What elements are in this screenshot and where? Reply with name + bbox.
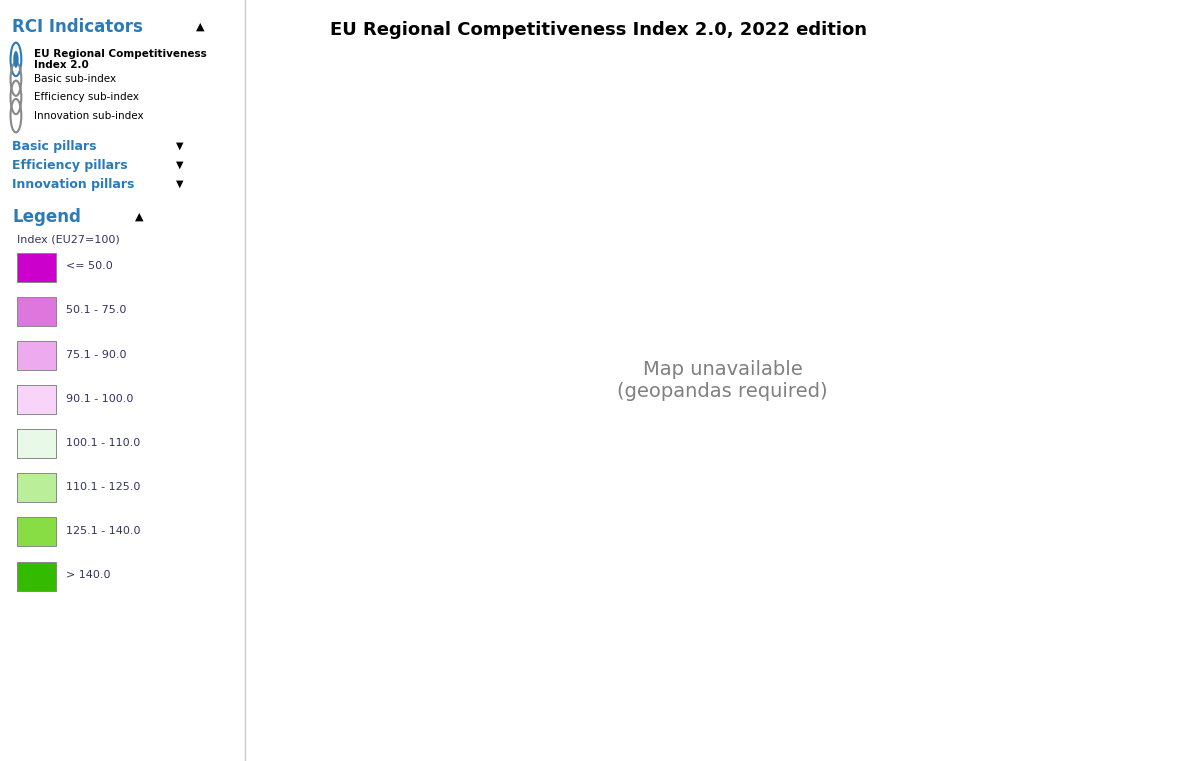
Circle shape (13, 51, 19, 68)
Text: −: − (251, 61, 265, 79)
FancyBboxPatch shape (17, 297, 56, 326)
Text: Basic sub-index: Basic sub-index (35, 74, 116, 84)
Text: 100.1 - 110.0: 100.1 - 110.0 (66, 438, 140, 448)
Text: 110.1 - 125.0: 110.1 - 125.0 (66, 482, 140, 492)
Text: 50.1 - 75.0: 50.1 - 75.0 (66, 305, 126, 316)
Text: Map unavailable
(geopandas required): Map unavailable (geopandas required) (617, 360, 828, 401)
Text: ▼: ▼ (176, 160, 184, 170)
FancyBboxPatch shape (17, 517, 56, 546)
Text: EU Regional Competitiveness Index 2.0, 2022 edition: EU Regional Competitiveness Index 2.0, 2… (330, 21, 868, 39)
FancyBboxPatch shape (17, 253, 56, 282)
Text: Efficiency sub-index: Efficiency sub-index (35, 92, 139, 103)
Text: ▲: ▲ (196, 21, 204, 32)
Text: ▼: ▼ (176, 179, 184, 189)
FancyBboxPatch shape (17, 562, 56, 591)
FancyBboxPatch shape (17, 473, 56, 502)
Text: Basic pillars: Basic pillars (12, 139, 97, 153)
Text: Innovation sub-index: Innovation sub-index (35, 110, 144, 121)
Text: <= 50.0: <= 50.0 (66, 261, 113, 272)
Text: EU Regional Competitiveness
Index 2.0: EU Regional Competitiveness Index 2.0 (35, 49, 208, 70)
FancyBboxPatch shape (17, 385, 56, 414)
Text: Index (EU27=100): Index (EU27=100) (17, 234, 120, 245)
Text: ⌂: ⌂ (252, 100, 264, 118)
Text: ⚲: ⚲ (252, 139, 264, 157)
Text: i: i (1184, 106, 1189, 119)
FancyBboxPatch shape (17, 429, 56, 458)
Text: > 140.0: > 140.0 (66, 570, 110, 581)
Text: Legend: Legend (12, 208, 82, 226)
Text: !: ! (1184, 147, 1189, 161)
Text: ▼: ▼ (176, 141, 184, 151)
Text: 90.1 - 100.0: 90.1 - 100.0 (66, 393, 133, 404)
Text: Efficiency pillars: Efficiency pillars (12, 158, 128, 172)
Text: 75.1 - 90.0: 75.1 - 90.0 (66, 349, 127, 360)
Text: 125.1 - 140.0: 125.1 - 140.0 (66, 526, 140, 537)
FancyBboxPatch shape (17, 341, 56, 370)
Text: RCI Indicators: RCI Indicators (12, 18, 143, 36)
Text: 🌐: 🌐 (1183, 65, 1190, 78)
Text: Innovation pillars: Innovation pillars (12, 177, 134, 191)
Text: +: + (251, 22, 265, 40)
Text: ▲: ▲ (134, 212, 143, 222)
